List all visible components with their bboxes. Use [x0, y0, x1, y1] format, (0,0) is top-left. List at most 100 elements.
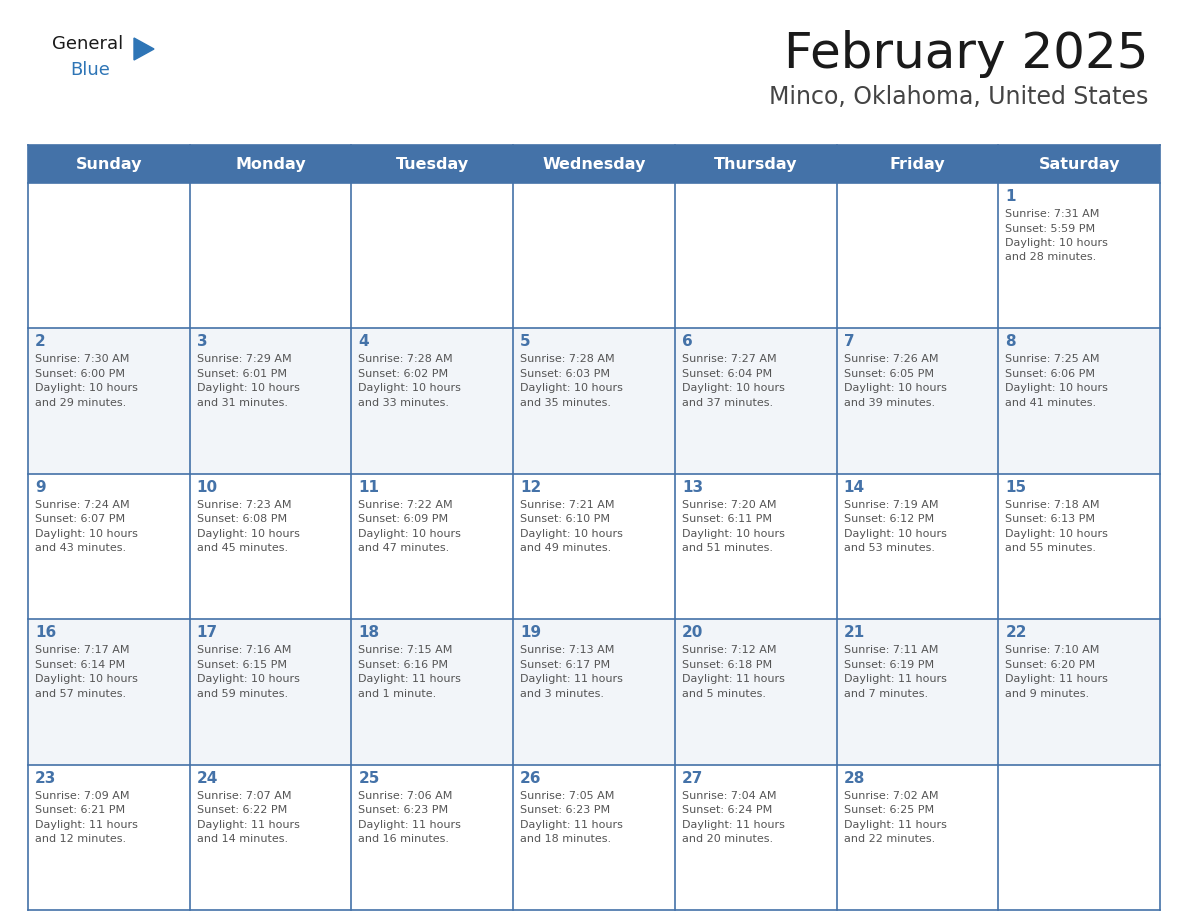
Text: Blue: Blue	[70, 61, 109, 79]
Text: Sunrise: 7:05 AM: Sunrise: 7:05 AM	[520, 790, 614, 800]
Text: Sunset: 6:00 PM: Sunset: 6:00 PM	[34, 369, 125, 379]
Text: and 20 minutes.: and 20 minutes.	[682, 834, 773, 844]
Text: Daylight: 10 hours: Daylight: 10 hours	[197, 674, 299, 684]
Text: Daylight: 11 hours: Daylight: 11 hours	[843, 674, 947, 684]
Bar	[998, 183, 1159, 329]
Text: Sunset: 6:10 PM: Sunset: 6:10 PM	[520, 514, 611, 524]
Text: 17: 17	[197, 625, 217, 640]
Text: Daylight: 10 hours: Daylight: 10 hours	[197, 384, 299, 394]
Text: Daylight: 10 hours: Daylight: 10 hours	[520, 529, 623, 539]
Text: Sunrise: 7:15 AM: Sunrise: 7:15 AM	[359, 645, 453, 655]
Text: Daylight: 11 hours: Daylight: 11 hours	[682, 820, 785, 830]
Text: Sunrise: 7:26 AM: Sunrise: 7:26 AM	[843, 354, 939, 364]
Text: and 29 minutes.: and 29 minutes.	[34, 397, 126, 408]
Text: 21: 21	[843, 625, 865, 640]
Text: and 7 minutes.: and 7 minutes.	[843, 688, 928, 699]
Bar	[675, 474, 836, 620]
Text: 22: 22	[1005, 625, 1026, 640]
Text: and 55 minutes.: and 55 minutes.	[1005, 543, 1097, 554]
Text: Sunrise: 7:22 AM: Sunrise: 7:22 AM	[359, 499, 453, 509]
Text: 7: 7	[843, 334, 854, 350]
Text: Sunrise: 7:31 AM: Sunrise: 7:31 AM	[1005, 209, 1100, 219]
Text: Thursday: Thursday	[714, 156, 797, 172]
Bar	[190, 474, 352, 620]
Text: 1: 1	[1005, 189, 1016, 204]
Text: 13: 13	[682, 480, 703, 495]
Text: and 47 minutes.: and 47 minutes.	[359, 543, 450, 554]
Text: Sunday: Sunday	[76, 156, 143, 172]
Text: Daylight: 11 hours: Daylight: 11 hours	[843, 820, 947, 830]
Text: General: General	[52, 35, 124, 53]
Text: and 1 minute.: and 1 minute.	[359, 688, 437, 699]
Text: Daylight: 11 hours: Daylight: 11 hours	[1005, 674, 1108, 684]
Bar	[190, 765, 352, 910]
Bar	[513, 329, 675, 474]
Text: Daylight: 10 hours: Daylight: 10 hours	[843, 384, 947, 394]
Bar	[352, 765, 513, 910]
Text: Sunrise: 7:18 AM: Sunrise: 7:18 AM	[1005, 499, 1100, 509]
Text: Daylight: 11 hours: Daylight: 11 hours	[520, 820, 623, 830]
Text: and 22 minutes.: and 22 minutes.	[843, 834, 935, 844]
Bar	[675, 620, 836, 765]
Bar	[352, 183, 513, 329]
Text: Daylight: 11 hours: Daylight: 11 hours	[520, 674, 623, 684]
Bar	[998, 329, 1159, 474]
Text: Daylight: 10 hours: Daylight: 10 hours	[34, 674, 138, 684]
Text: Daylight: 10 hours: Daylight: 10 hours	[682, 384, 785, 394]
Text: and 28 minutes.: and 28 minutes.	[1005, 252, 1097, 263]
Text: Sunrise: 7:04 AM: Sunrise: 7:04 AM	[682, 790, 776, 800]
Text: Sunset: 6:21 PM: Sunset: 6:21 PM	[34, 805, 125, 815]
Text: 4: 4	[359, 334, 369, 350]
Text: Sunrise: 7:17 AM: Sunrise: 7:17 AM	[34, 645, 129, 655]
Text: Sunset: 6:20 PM: Sunset: 6:20 PM	[1005, 660, 1095, 670]
Text: Daylight: 11 hours: Daylight: 11 hours	[359, 674, 461, 684]
Text: Sunrise: 7:12 AM: Sunrise: 7:12 AM	[682, 645, 776, 655]
Text: Sunset: 6:25 PM: Sunset: 6:25 PM	[843, 805, 934, 815]
Text: Sunset: 6:17 PM: Sunset: 6:17 PM	[520, 660, 611, 670]
Text: Sunrise: 7:23 AM: Sunrise: 7:23 AM	[197, 499, 291, 509]
Bar	[352, 620, 513, 765]
Text: and 51 minutes.: and 51 minutes.	[682, 543, 773, 554]
Bar	[998, 765, 1159, 910]
Text: and 53 minutes.: and 53 minutes.	[843, 543, 935, 554]
Text: 9: 9	[34, 480, 45, 495]
Bar	[190, 329, 352, 474]
Text: Daylight: 11 hours: Daylight: 11 hours	[682, 674, 785, 684]
Text: Minco, Oklahoma, United States: Minco, Oklahoma, United States	[769, 85, 1148, 109]
Bar	[836, 620, 998, 765]
Text: Monday: Monday	[235, 156, 305, 172]
Text: February 2025: February 2025	[784, 30, 1148, 78]
Text: Saturday: Saturday	[1038, 156, 1120, 172]
Bar	[190, 183, 352, 329]
Bar	[190, 620, 352, 765]
Bar	[352, 474, 513, 620]
Text: Sunrise: 7:09 AM: Sunrise: 7:09 AM	[34, 790, 129, 800]
Bar	[29, 620, 190, 765]
Text: 16: 16	[34, 625, 56, 640]
Text: and 35 minutes.: and 35 minutes.	[520, 397, 611, 408]
Text: 6: 6	[682, 334, 693, 350]
Text: Sunrise: 7:29 AM: Sunrise: 7:29 AM	[197, 354, 291, 364]
Bar	[675, 765, 836, 910]
Text: Sunset: 6:19 PM: Sunset: 6:19 PM	[843, 660, 934, 670]
Bar	[29, 329, 190, 474]
Text: Sunset: 6:15 PM: Sunset: 6:15 PM	[197, 660, 286, 670]
Text: Sunrise: 7:24 AM: Sunrise: 7:24 AM	[34, 499, 129, 509]
Text: and 31 minutes.: and 31 minutes.	[197, 397, 287, 408]
Text: Sunset: 6:06 PM: Sunset: 6:06 PM	[1005, 369, 1095, 379]
Text: 28: 28	[843, 770, 865, 786]
Text: 8: 8	[1005, 334, 1016, 350]
Text: and 5 minutes.: and 5 minutes.	[682, 688, 766, 699]
Text: Sunrise: 7:21 AM: Sunrise: 7:21 AM	[520, 499, 614, 509]
Text: and 49 minutes.: and 49 minutes.	[520, 543, 612, 554]
Bar	[513, 474, 675, 620]
Bar	[836, 474, 998, 620]
Text: Daylight: 11 hours: Daylight: 11 hours	[34, 820, 138, 830]
Text: Tuesday: Tuesday	[396, 156, 469, 172]
Text: Daylight: 10 hours: Daylight: 10 hours	[197, 529, 299, 539]
Bar	[675, 183, 836, 329]
Text: Sunrise: 7:06 AM: Sunrise: 7:06 AM	[359, 790, 453, 800]
Text: Sunset: 6:11 PM: Sunset: 6:11 PM	[682, 514, 772, 524]
Text: Daylight: 11 hours: Daylight: 11 hours	[197, 820, 299, 830]
Text: Daylight: 10 hours: Daylight: 10 hours	[1005, 238, 1108, 248]
